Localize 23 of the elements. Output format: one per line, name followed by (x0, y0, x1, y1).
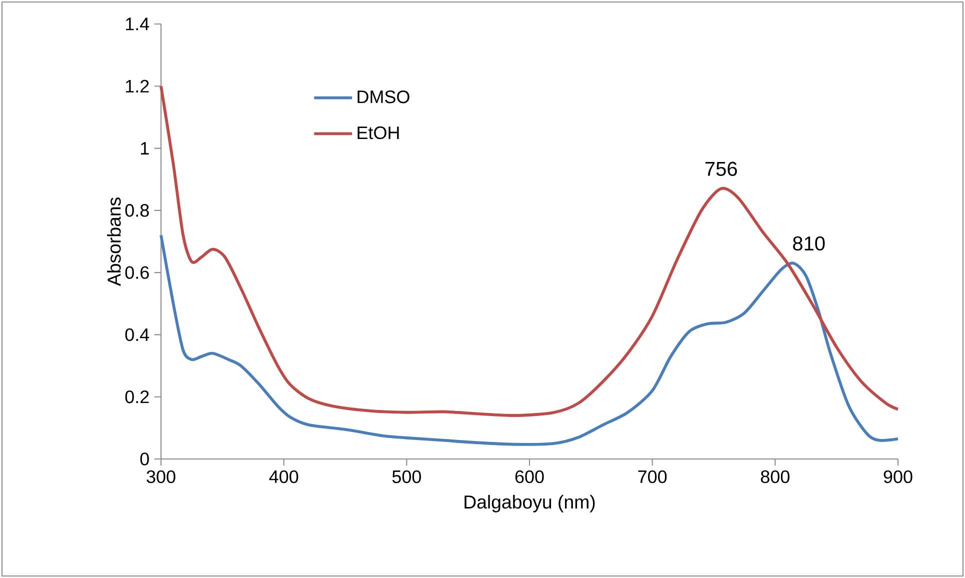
x-tick-label: 300 (146, 470, 176, 484)
x-tick-label: 900 (884, 470, 912, 484)
x-tick-label: 700 (638, 470, 667, 484)
x-tick-label: 500 (392, 470, 421, 484)
y-tick-label: 0.6 (125, 266, 149, 279)
line-series (160, 234, 900, 446)
line-series (160, 84, 900, 417)
annotation: 756 (705, 162, 737, 176)
y-tick-label: 0.8 (125, 204, 149, 217)
annotation: 810 (793, 236, 825, 251)
x-tick-label: 800 (760, 470, 790, 484)
y-tick-label: 1.2 (126, 80, 149, 92)
y-tick-label: 0.2 (125, 390, 149, 404)
y-tick-label: 0 (140, 452, 149, 466)
y-tick-label: 1 (141, 142, 149, 154)
legend-label: EtOH (358, 126, 399, 140)
legend-label: DMSO (358, 90, 410, 104)
x-axis-title: Dalgaboyu (nm) (464, 494, 595, 512)
x-tick-label: 600 (515, 470, 544, 484)
y-axis-title: Absorbans (107, 198, 121, 286)
y-tick-label: 1.4 (126, 18, 150, 30)
x-tick-label: 400 (269, 470, 298, 484)
y-tick-label: 0.4 (125, 328, 150, 342)
